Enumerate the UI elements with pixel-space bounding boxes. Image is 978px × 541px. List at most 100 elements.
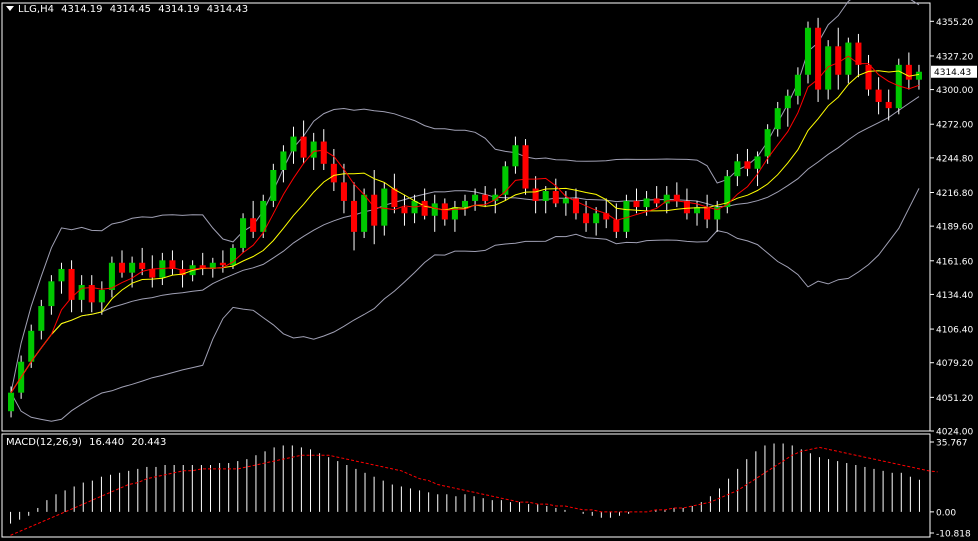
candle-body — [461, 200, 469, 208]
candle-body — [593, 213, 600, 224]
candle-body — [351, 200, 358, 232]
price-axis-label: 4051.20 — [936, 394, 973, 404]
candle-body — [229, 247, 237, 266]
candle-body — [199, 265, 206, 269]
candle-body — [704, 207, 711, 220]
candle-body — [845, 42, 852, 75]
candle-body — [825, 46, 832, 90]
candle-body — [915, 71, 922, 80]
candle-body — [300, 136, 307, 158]
candle-body — [118, 262, 126, 273]
candle-body — [603, 213, 610, 220]
candle-body — [58, 268, 65, 282]
candle-body — [804, 27, 812, 75]
candle-body — [663, 194, 670, 204]
candle-body — [724, 176, 731, 208]
candle-body — [905, 64, 912, 80]
candle-body — [78, 285, 85, 300]
macd-main-value: 16.440 — [89, 437, 125, 448]
macd-axis-label: 35.767 — [936, 439, 968, 449]
candle-body — [38, 306, 45, 331]
price-axis-label: 4300.00 — [936, 86, 973, 96]
candle-body — [512, 145, 519, 167]
candle-body — [48, 281, 55, 307]
price-axis-label: 4161.60 — [936, 257, 973, 267]
candle-body — [784, 95, 791, 109]
chart-info-bar: LLG,H4 4314.19 4314.45 4314.19 4314.43 — [6, 4, 252, 15]
candle-body — [754, 156, 761, 169]
candle-body — [895, 64, 902, 109]
bollinger-middle-line — [10, 96, 920, 393]
candle-body — [643, 198, 650, 208]
candle-body — [139, 262, 146, 269]
candle-body — [472, 194, 479, 201]
candle-body — [8, 392, 15, 412]
candle-body — [623, 200, 630, 232]
candle-body — [330, 163, 337, 183]
candle-body — [744, 161, 751, 169]
price-axis-label: 4106.40 — [936, 326, 973, 336]
macd-signal-value: 20.443 — [131, 437, 167, 448]
price-axis-label: 4327.20 — [936, 52, 973, 62]
candle-body — [381, 188, 388, 226]
candle-body — [794, 74, 801, 96]
dropdown-triangle-icon[interactable] — [6, 6, 14, 11]
candle-body — [774, 108, 781, 130]
current-price-marker — [931, 65, 977, 78]
candle-body — [280, 151, 287, 170]
candle-body — [855, 42, 862, 65]
candle-body — [532, 188, 539, 201]
low-price: 4314.19 — [158, 4, 200, 15]
candle-body — [885, 101, 892, 109]
candle-body — [441, 203, 448, 220]
candle-body — [209, 262, 216, 269]
price-axis-label: 4189.60 — [936, 223, 973, 233]
macd-chart-frame — [1, 433, 931, 538]
candle-body — [98, 289, 105, 303]
price-axis-label: 4024.00 — [936, 428, 973, 438]
price-axis-label: 4355.20 — [936, 18, 973, 28]
moving-average-slow-line — [10, 70, 920, 393]
price-axis-label: 4134.40 — [936, 291, 973, 301]
candle-body — [219, 262, 226, 266]
candle-body — [764, 129, 771, 157]
macd-axis-label: -10.818 — [936, 530, 971, 540]
current-price-label: 4314.43 — [934, 68, 971, 78]
macd-info-bar: MACD(12,26,9) 16.440 20.443 — [6, 437, 170, 448]
close-price: 4314.43 — [206, 4, 249, 15]
main-chart-frame — [1, 2, 931, 432]
candle-body — [865, 64, 872, 90]
candle-body — [371, 194, 378, 226]
candle-body — [340, 182, 347, 201]
candle-body — [401, 207, 408, 214]
price-axis-label: 4244.80 — [936, 154, 973, 164]
candle-body — [250, 218, 257, 232]
candle-body — [129, 262, 136, 273]
macd-signal-line — [10, 446, 938, 536]
candle-body — [68, 268, 75, 300]
candle-body — [108, 262, 115, 290]
candle-body — [683, 200, 690, 214]
candle-body — [270, 169, 277, 201]
candle-body — [653, 198, 660, 204]
macd-label: MACD(12,26,9) — [6, 437, 82, 448]
candle-body — [583, 213, 590, 224]
candle-body — [28, 330, 35, 362]
candle-body — [693, 207, 701, 214]
candle-body — [290, 136, 297, 152]
symbol-timeframe: LLG,H4 — [18, 4, 54, 15]
candle-body — [542, 191, 549, 201]
candle-body — [875, 89, 882, 102]
candle-body — [502, 166, 509, 195]
candle-body — [391, 188, 398, 208]
candle-body — [240, 218, 247, 248]
candle-body — [179, 268, 186, 276]
candle-body — [88, 285, 95, 303]
candle-body — [572, 198, 579, 214]
candle-body — [320, 141, 327, 164]
candle-body — [361, 194, 368, 232]
candle-body — [431, 203, 438, 216]
macd-axis-label: 0.00 — [936, 508, 956, 518]
